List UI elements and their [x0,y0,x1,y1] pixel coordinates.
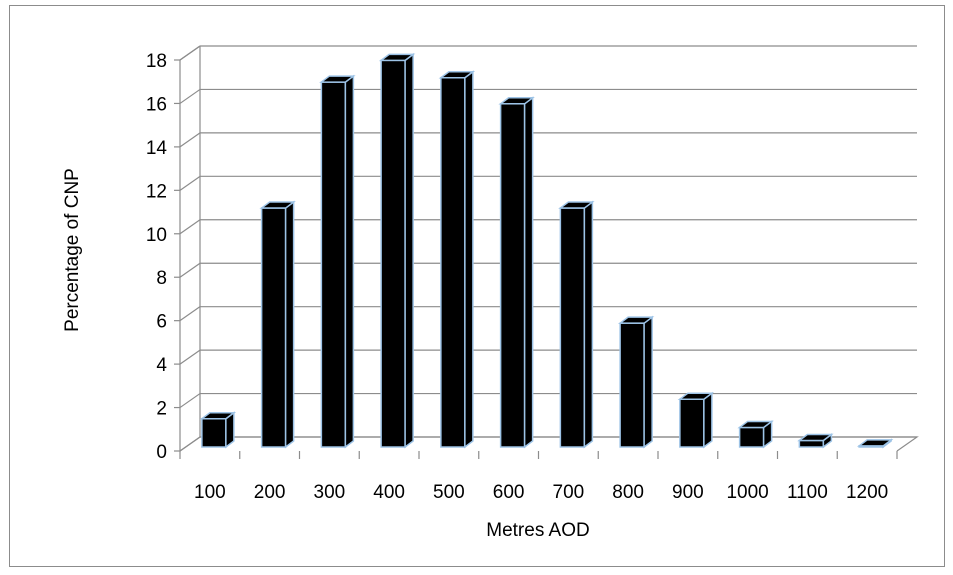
bar-top [856,439,894,447]
bar [677,391,715,449]
gridline-side [179,262,201,278]
bar-top [259,201,296,209]
gridline-side [179,306,201,322]
bar [319,74,356,449]
x-tick-label: 300 [314,482,346,503]
y-tick-label: 8 [156,268,167,289]
gridline-side [179,132,201,148]
bar [797,432,834,449]
x-axis-title: Metres AOD [486,520,589,541]
bar-front [201,418,227,448]
bar [558,200,595,449]
x-tick-label: 800 [612,482,644,503]
chart-frame [9,5,945,567]
bar-top [737,420,774,429]
x-tick-labels: 100 200 300 400 500 600 700 800 900 1000 1100 1200 [194,482,888,503]
bar [199,411,237,449]
bar-side [643,315,653,449]
bar-side [344,74,355,449]
bar-front [798,439,825,448]
gridline-side [179,349,201,365]
y-axis-title: Percentage of CNP [62,168,83,332]
bar-front [320,81,347,448]
bars [199,52,894,449]
bar-front [679,398,705,448]
gridline-side [179,393,201,409]
y-tick-label: 6 [156,312,167,333]
bar-side [404,52,414,449]
x-tick-label: 600 [493,482,525,503]
x-tick-label: 1100 [787,482,828,503]
bar [737,419,774,449]
gridline-side [179,175,201,191]
y-tick-label: 18 [146,51,167,72]
bar-front [440,76,466,448]
gridline-side [179,88,201,104]
bar-side [284,200,295,449]
gridline-side [179,45,201,61]
gridline-side [179,436,201,452]
bar-top [677,392,715,400]
bar-top [617,316,655,324]
y-tick-label: 0 [156,442,167,463]
gridline-side [179,219,201,235]
bar [498,96,535,449]
bar-top [498,97,535,105]
x-tick-label: 1000 [726,482,768,503]
x-tick-label: 1200 [846,482,888,503]
bar-top [199,412,237,420]
bar-top [558,201,595,209]
bar-front [559,207,586,448]
bar-front [738,426,765,448]
x-tick-label: 900 [672,482,704,503]
bar-top [438,70,476,79]
bar-side [703,391,713,449]
bar-side [464,70,474,449]
gridlines [179,45,917,452]
bar [438,70,476,449]
y-tick-label: 10 [146,225,167,246]
bar-side [583,200,594,449]
bar-front [619,322,645,448]
bar-front [260,207,287,448]
bar [259,200,296,449]
y-tick-label: 4 [156,355,167,376]
y-tick-label: 14 [146,138,168,159]
y-tick-label: 16 [146,94,167,115]
y-tick-labels: 0 2 4 6 8 10 12 14 16 18 [146,51,168,463]
axes [174,59,898,459]
y-tick-label: 2 [156,399,167,420]
bar [856,438,894,449]
x-tick-label: 500 [433,482,465,503]
x-tick-label: 700 [553,482,585,503]
bar-top [319,75,356,83]
y-tick-label: 12 [146,181,167,202]
x-tick-label: 200 [254,482,286,503]
bar-front [499,103,526,448]
bar-front [380,59,406,448]
x-tick-label: 100 [194,482,226,503]
bar-top [378,53,416,62]
bar-side [523,96,534,449]
bar-top [797,433,834,442]
bar [378,52,416,449]
bar [617,315,655,449]
x-tick-label: 400 [373,482,405,503]
